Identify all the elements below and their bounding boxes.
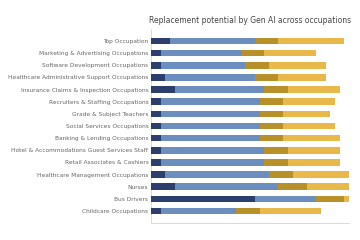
Bar <box>269 171 293 178</box>
Bar <box>255 74 279 81</box>
Bar <box>175 86 264 93</box>
Bar <box>260 123 283 129</box>
Bar <box>161 159 264 166</box>
Bar <box>151 183 175 190</box>
Bar <box>161 50 241 56</box>
Bar <box>236 208 260 214</box>
Bar <box>345 196 360 202</box>
Bar <box>151 86 175 93</box>
Bar <box>269 62 326 69</box>
Bar <box>307 183 360 190</box>
Bar <box>264 159 288 166</box>
Bar <box>151 62 161 69</box>
Bar <box>151 147 161 154</box>
Bar <box>283 110 330 117</box>
Bar <box>151 208 161 214</box>
Bar <box>161 110 260 117</box>
Bar <box>283 123 335 129</box>
Bar <box>255 196 316 202</box>
Bar <box>288 159 340 166</box>
Bar <box>264 86 288 93</box>
Bar <box>316 196 345 202</box>
Bar <box>165 171 269 178</box>
Bar <box>151 123 161 129</box>
Bar <box>260 110 283 117</box>
Bar <box>241 50 264 56</box>
Bar <box>264 50 316 56</box>
Bar <box>151 135 161 142</box>
Bar <box>161 98 260 105</box>
Bar <box>161 208 236 214</box>
Title: Replacement potential by Gen AI across occupations: Replacement potential by Gen AI across o… <box>149 16 351 25</box>
Bar <box>161 135 260 142</box>
Bar <box>161 62 246 69</box>
Bar <box>165 74 255 81</box>
Bar <box>279 74 326 81</box>
Bar <box>175 183 279 190</box>
Bar <box>279 38 345 44</box>
Bar <box>283 135 340 142</box>
Bar <box>151 196 255 202</box>
Bar <box>151 38 170 44</box>
Bar <box>246 62 269 69</box>
Bar <box>260 98 283 105</box>
Bar <box>151 110 161 117</box>
Bar <box>264 147 288 154</box>
Bar <box>151 74 165 81</box>
Bar <box>288 147 340 154</box>
Bar <box>260 135 283 142</box>
Bar <box>170 38 255 44</box>
Bar <box>151 171 165 178</box>
Bar <box>161 147 264 154</box>
Bar <box>260 208 321 214</box>
Bar <box>151 50 161 56</box>
Bar <box>151 159 161 166</box>
Bar <box>283 98 335 105</box>
Bar <box>279 183 307 190</box>
Bar <box>288 86 340 93</box>
Bar <box>293 171 349 178</box>
Bar <box>255 38 279 44</box>
Bar <box>161 123 260 129</box>
Bar <box>151 98 161 105</box>
